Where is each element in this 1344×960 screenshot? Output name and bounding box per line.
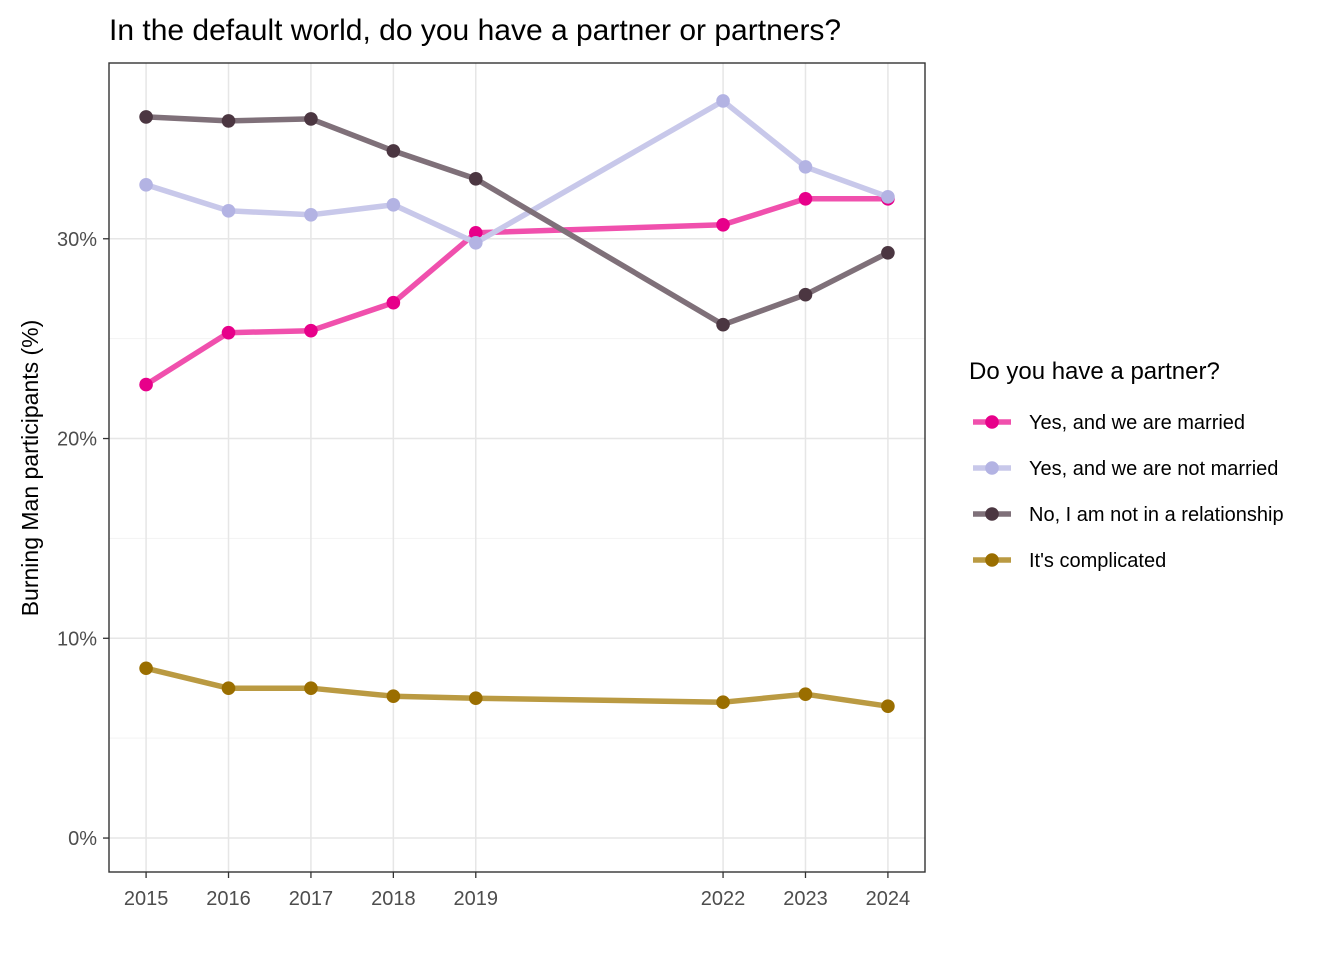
legend-label: No, I am not in a relationship (1029, 504, 1284, 526)
data-point (386, 295, 401, 310)
axes: 0% 10% 20% 30% 2015 2016 2017 2018 2019 2022 2023 2… (57, 229, 910, 910)
legend-label: It's complicated (1029, 550, 1166, 572)
data-point (304, 112, 318, 126)
data-point (221, 204, 236, 218)
series-line (145, 114, 890, 328)
data-point (468, 235, 483, 250)
x-tick-label: 2018 (371, 888, 416, 910)
data-point (798, 687, 813, 702)
data-point (304, 208, 318, 222)
data-point (468, 691, 483, 706)
x-tick-label: 2019 (454, 888, 499, 910)
x-tick-label: 2023 (783, 888, 828, 910)
legend-item: Yes, and we are not married (973, 458, 1278, 480)
y-axis-title: Burning Man participants (%) (17, 320, 43, 617)
data-point (468, 172, 483, 186)
legend-key-point (985, 553, 999, 567)
data-point (304, 323, 318, 338)
series-line (145, 665, 889, 709)
series-2 (139, 94, 895, 250)
series-4 (139, 661, 895, 714)
data-point (798, 192, 813, 206)
series-line (145, 98, 889, 246)
y-tick-label: 0% (68, 828, 97, 850)
data-point (221, 325, 236, 340)
data-point (716, 94, 730, 108)
plot-panel-border (108, 62, 926, 873)
data-point (881, 245, 895, 260)
data-point (798, 287, 813, 302)
legend-key-point (985, 415, 999, 429)
legend-key-point (985, 461, 999, 475)
data-point (221, 681, 236, 696)
x-tick-label: 2015 (124, 888, 169, 910)
chart-title: In the default world, do you have a part… (109, 14, 841, 47)
legend-item: No, I am not in a relationship (973, 504, 1284, 526)
data-point (881, 699, 895, 714)
data-point (139, 377, 153, 392)
data-point (716, 695, 730, 710)
data-point (304, 681, 318, 696)
y-tick-label: 10% (57, 628, 97, 650)
y-tick-label: 30% (57, 229, 97, 251)
data-point (139, 178, 153, 192)
data-point (386, 689, 401, 704)
y-tick-label: 20% (57, 429, 97, 451)
x-tick-label: 2024 (866, 888, 911, 910)
data-point (881, 190, 895, 204)
x-tick-label: 2016 (206, 888, 251, 910)
data-point (716, 218, 730, 232)
legend-item: It's complicated (973, 550, 1166, 572)
data-point (221, 114, 236, 128)
x-tick-label: 2022 (701, 888, 746, 910)
x-tick-label: 2017 (289, 888, 334, 910)
series-layer (139, 94, 895, 714)
data-point (468, 225, 483, 240)
legend-title: Do you have a partner? (969, 358, 1220, 385)
data-point (139, 110, 153, 124)
legend: Do you have a partner? Yes, and we are m… (969, 358, 1284, 572)
legend-label: Yes, and we are married (1029, 412, 1245, 434)
data-point (798, 160, 813, 174)
series-3 (139, 110, 895, 332)
grid (109, 63, 925, 872)
legend-item: Yes, and we are married (973, 412, 1245, 434)
data-point (386, 198, 401, 212)
legend-key-point (985, 507, 999, 521)
data-point (716, 317, 730, 332)
data-point (386, 144, 401, 158)
data-point (139, 661, 153, 676)
legend-label: Yes, and we are not married (1029, 458, 1278, 480)
series-line (144, 196, 888, 387)
